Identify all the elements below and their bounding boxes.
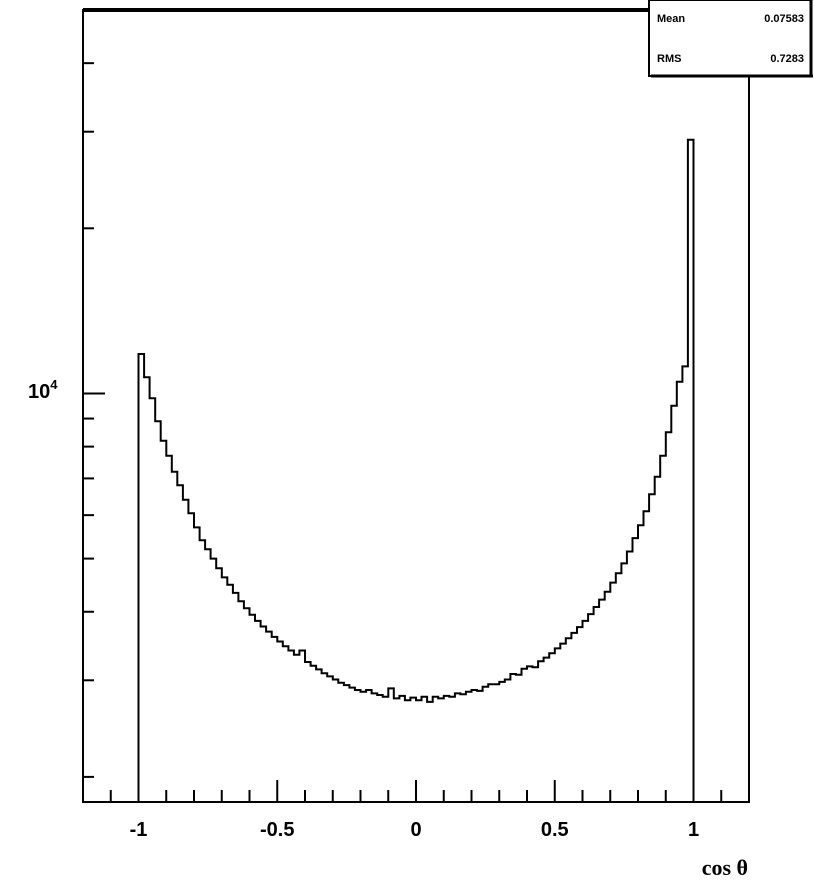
y-tick-label-base: 10	[28, 381, 50, 403]
histogram-outline	[137, 138, 695, 802]
y-tick-label-exponent: 4	[50, 377, 58, 392]
stats-box-frame	[648, 0, 812, 77]
y-tick-label-10e4: 104	[28, 377, 58, 403]
y-axis-ticks	[83, 9, 105, 778]
stats-box: Mean 0.07583 RMS 0.7283	[648, 0, 813, 78]
stats-rms-label: RMS	[657, 53, 681, 65]
stats-mean-value: 0.07583	[764, 13, 804, 25]
x-axis-tick-labels: -1 -0.5 0 0.5 1	[130, 819, 699, 841]
x-tick-label: -1	[130, 819, 148, 841]
x-tick-label: -0.5	[260, 819, 294, 841]
x-tick-label: 0.5	[541, 819, 569, 841]
x-axis-title: cos θ	[702, 855, 748, 880]
x-tick-label: 1	[688, 819, 699, 841]
x-axis-ticks	[82, 780, 750, 802]
plot-frame	[82, 9, 750, 803]
stats-rms-value: 0.7283	[770, 53, 804, 65]
x-tick-label: 0	[410, 819, 421, 841]
stats-mean-label: Mean	[657, 13, 685, 25]
